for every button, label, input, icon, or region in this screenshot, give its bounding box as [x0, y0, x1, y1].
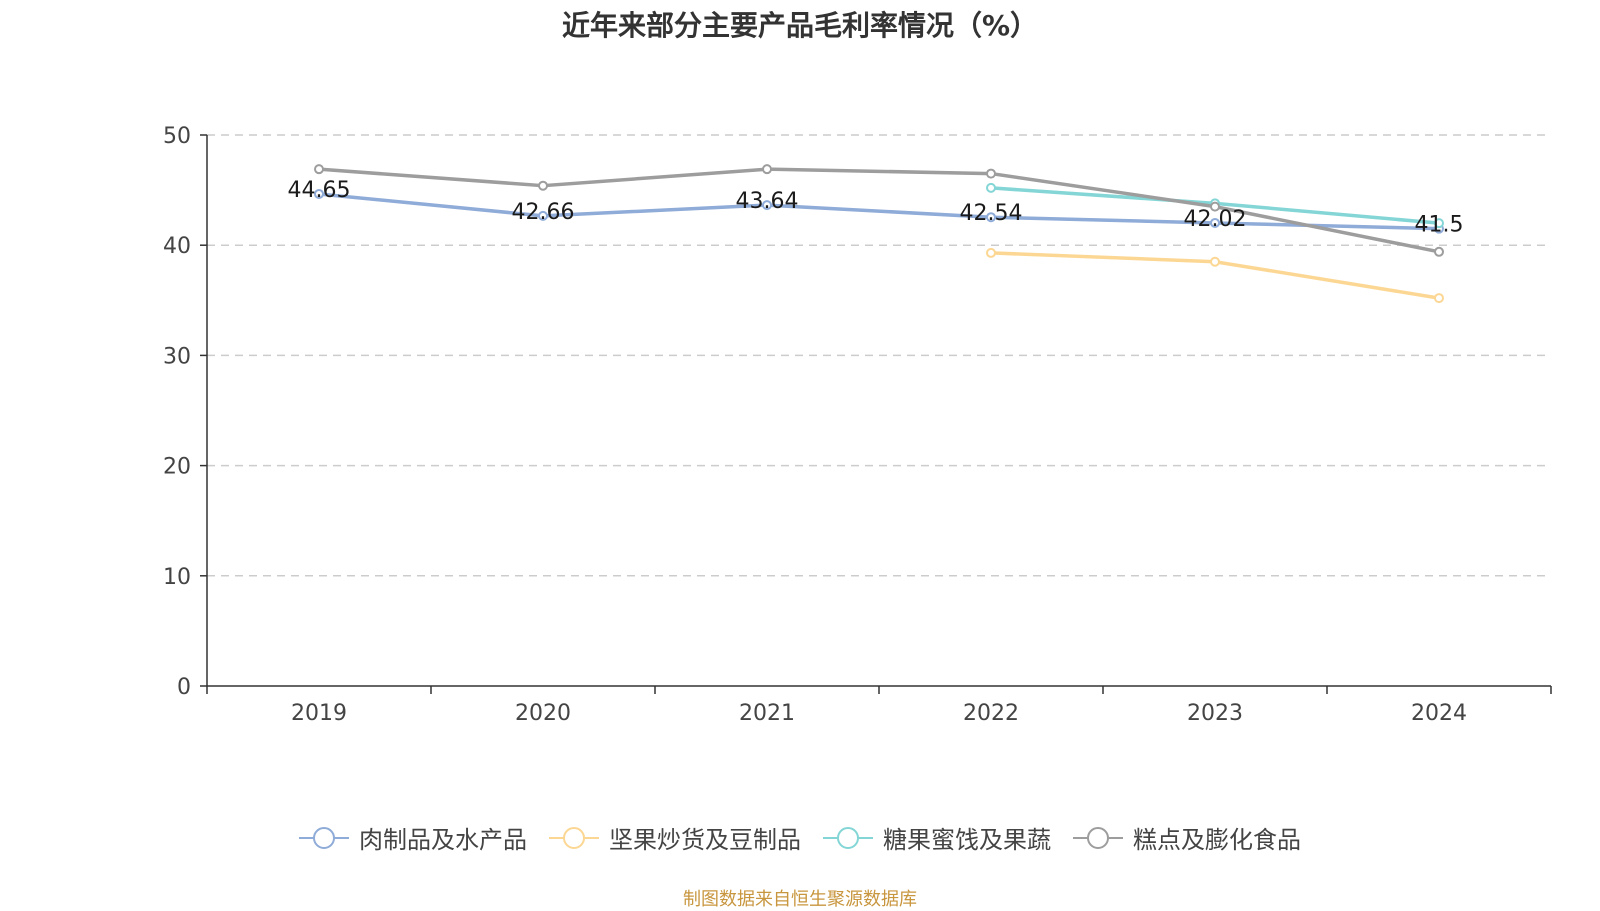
x-tick-label: 2020 — [515, 701, 571, 726]
y-tick-label: 0 — [177, 675, 191, 700]
y-tick-label: 20 — [163, 455, 191, 480]
x-tick-label: 2023 — [1187, 701, 1243, 726]
legend-label: 糕点及膨化食品 — [1133, 826, 1301, 854]
y-tick-label: 40 — [163, 234, 191, 259]
y-tick-label: 30 — [163, 344, 191, 369]
chart-legend: 肉制品及水产品 坚果炒货及豆制品 糖果蜜饯及果蔬 糕点及膨化食品 — [0, 820, 1600, 855]
series-1-point — [986, 212, 996, 223]
series-line-4 — [318, 167, 1440, 254]
series-2-point — [1210, 256, 1220, 267]
data-label: 43.64 — [736, 189, 799, 214]
legend-line-circle-icon — [549, 826, 599, 849]
legend-line-circle-icon — [1073, 826, 1123, 849]
legend-item[interactable]: 糖果蜜饯及果蔬 — [823, 820, 1051, 855]
series-1-point — [1210, 217, 1220, 228]
chart-title: 近年来部分主要产品毛利率情况（%） — [561, 9, 1039, 42]
series-1-point — [762, 200, 772, 211]
series-4-point — [538, 180, 548, 191]
series-4-point — [1210, 201, 1220, 212]
series-4-point — [762, 164, 772, 175]
data-label: 42.66 — [512, 200, 575, 225]
legend-item[interactable]: 肉制品及水产品 — [299, 820, 527, 855]
data-label: 42.02 — [1184, 207, 1247, 232]
series-1-point — [538, 210, 548, 221]
series-3-point — [986, 182, 996, 193]
series-3-point — [1434, 218, 1444, 229]
data-label: 44.65 — [288, 178, 351, 203]
series-4-point — [986, 168, 996, 179]
series-line-1 — [318, 192, 1440, 231]
series-4-point — [314, 164, 324, 175]
x-tick-label: 2021 — [739, 701, 795, 726]
legend-label: 糖果蜜饯及果蔬 — [883, 826, 1051, 854]
series-2-point — [1434, 293, 1444, 304]
data-label: 42.54 — [960, 201, 1023, 226]
legend-label: 肉制品及水产品 — [359, 826, 527, 854]
x-tick-label: 2024 — [1411, 701, 1467, 726]
source-note: 制图数据来自恒生聚源数据库 — [683, 889, 917, 910]
legend-line-circle-icon — [299, 826, 349, 849]
series-2-point — [986, 247, 996, 258]
series-4-point — [1434, 246, 1444, 257]
x-tick-label: 2022 — [963, 701, 1019, 726]
legend-item[interactable]: 坚果炒货及豆制品 — [549, 820, 801, 855]
data-label: 41.5 — [1415, 213, 1464, 238]
legend-item[interactable]: 糕点及膨化食品 — [1073, 820, 1301, 855]
y-tick-label: 50 — [163, 124, 191, 149]
y-tick-label: 10 — [163, 565, 191, 590]
x-tick-label: 2019 — [291, 701, 347, 726]
legend-line-circle-icon — [823, 826, 873, 849]
legend-label: 坚果炒货及豆制品 — [609, 826, 801, 854]
series-1-point — [314, 188, 324, 199]
